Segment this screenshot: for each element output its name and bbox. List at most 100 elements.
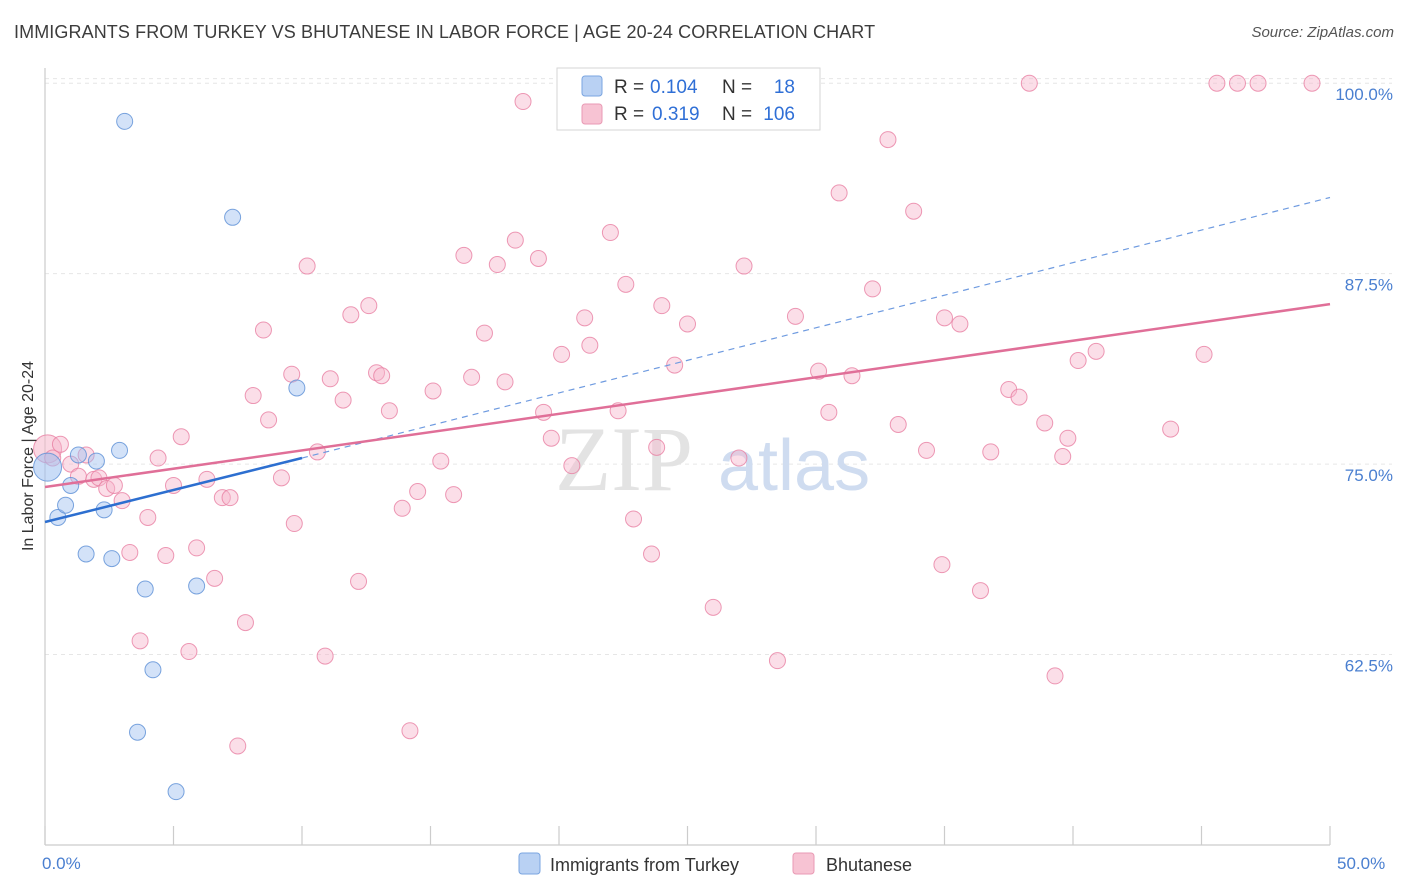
bhutanese-point (260, 411, 278, 429)
bhutanese-point (51, 435, 69, 453)
bhutanese-trend-line (44, 302, 1331, 489)
bhutanese-point (936, 309, 953, 327)
stats-legend: R = 0.104 N = 18 R = 0.319 N = 106 (556, 67, 821, 131)
legend-n-label-1: N = (722, 77, 752, 98)
bhutanese-point (368, 364, 386, 382)
turkey-point (144, 661, 162, 679)
turkey-point (111, 441, 129, 459)
bhutanese-point (1020, 74, 1038, 92)
bhutanese-point (496, 373, 514, 391)
turkey-point (288, 379, 306, 397)
chart-title: IMMIGRANTS FROM TURKEY VS BHUTANESE IN L… (14, 22, 876, 42)
bhutanese-point (1036, 414, 1054, 432)
bhutanese-point (601, 224, 619, 242)
bhutanese-point (172, 428, 190, 446)
turkey-point (136, 580, 154, 598)
bhutanese-point (1010, 388, 1028, 406)
bhutanese-point (1054, 448, 1072, 465)
bhutanese-point (254, 321, 272, 339)
turkey-point (69, 446, 87, 464)
bhutanese-point (380, 402, 398, 420)
bhutanese-point (244, 387, 262, 405)
bottom-legend-label-bhutanese: Bhutanese (826, 855, 912, 875)
legend-r-label-2: R = (614, 104, 644, 125)
bhutanese-point (285, 515, 303, 533)
bhutanese-point (424, 382, 442, 400)
bhutanese-point (951, 315, 969, 333)
bottom-legend-label-turkey: Immigrants from Turkey (550, 855, 739, 875)
turkey-point (188, 577, 206, 595)
bhutanese-point (735, 257, 753, 275)
bhutanese-point (180, 643, 198, 661)
bhutanese-point (704, 598, 722, 616)
bhutanese-point (298, 257, 316, 275)
bhutanese-point (786, 307, 804, 325)
bhutanese-point (529, 249, 547, 267)
bhutanese-point (463, 368, 481, 386)
bhutanese-point (105, 476, 123, 494)
y-tick-label: 100.0% (1335, 85, 1393, 104)
turkey-point (224, 208, 242, 226)
bhutanese-point (1228, 74, 1246, 92)
chart-source: Source: ZipAtlas.com (1251, 24, 1394, 41)
x-tick-label-min: 0.0% (42, 854, 81, 873)
bhutanese-point (1162, 420, 1180, 438)
trend-lines (44, 196, 1331, 524)
series-legend: Immigrants from Turkey Bhutanese (518, 852, 912, 875)
bhutanese-point (1249, 74, 1267, 92)
bhutanese-point (334, 391, 352, 409)
bhutanese-point (1303, 74, 1321, 92)
bhutanese-point (1087, 342, 1105, 360)
bhutanese-point (188, 539, 206, 557)
legend-swatch-bhutanese (581, 103, 603, 125)
bhutanese-point (1069, 352, 1087, 370)
y-tick-label: 62.5% (1345, 657, 1393, 676)
series-turkey (33, 112, 306, 801)
bhutanese-point (401, 722, 419, 740)
bhutanese-point (625, 510, 643, 528)
bhutanese-point (1195, 345, 1213, 363)
bhutanese-point (563, 457, 581, 475)
bhutanese-point (653, 297, 671, 315)
bhutanese-point (581, 336, 599, 354)
bhutanese-point (542, 429, 560, 447)
bhutanese-point (316, 647, 334, 665)
bhutanese-point (982, 443, 1000, 461)
turkey-point (33, 452, 63, 482)
turkey-trend-line (44, 456, 303, 524)
watermark-atlas: atlas (718, 426, 870, 506)
bhutanese-point (157, 547, 175, 565)
gridlines (45, 78, 1392, 656)
bhutanese-point (889, 416, 907, 434)
bhutanese-point (918, 441, 936, 459)
bhutanese-point (643, 545, 661, 563)
bhutanese-point (488, 256, 506, 274)
bhutanese-point (221, 489, 239, 507)
bhutanese-point (971, 582, 989, 600)
turkey-point (116, 112, 134, 130)
bhutanese-point (864, 280, 882, 298)
turkey-point (87, 452, 105, 470)
watermark-zip: ZIP (555, 408, 693, 510)
legend-r-value-1: 0.104 (650, 77, 698, 98)
bhutanese-point (648, 438, 666, 456)
bhutanese-point (506, 231, 524, 249)
turkey-point (167, 783, 185, 801)
bhutanese-point (360, 297, 378, 315)
bhutanese-point (617, 275, 635, 293)
series-bhutanese (33, 74, 1321, 755)
bhutanese-point (1208, 74, 1226, 92)
bhutanese-point (475, 324, 493, 342)
bhutanese-point (149, 449, 167, 467)
bhutanese-point (830, 184, 848, 202)
bhutanese-point (350, 572, 368, 590)
bhutanese-point (229, 737, 247, 755)
bhutanese-point (432, 452, 450, 470)
bhutanese-point (905, 202, 923, 220)
bhutanese-point (445, 486, 463, 504)
turkey-point (103, 550, 121, 568)
bhutanese-point (933, 556, 951, 574)
bottom-legend-swatch-bhutanese (792, 852, 815, 875)
turkey-point (62, 476, 80, 494)
turkey-point (77, 545, 95, 563)
